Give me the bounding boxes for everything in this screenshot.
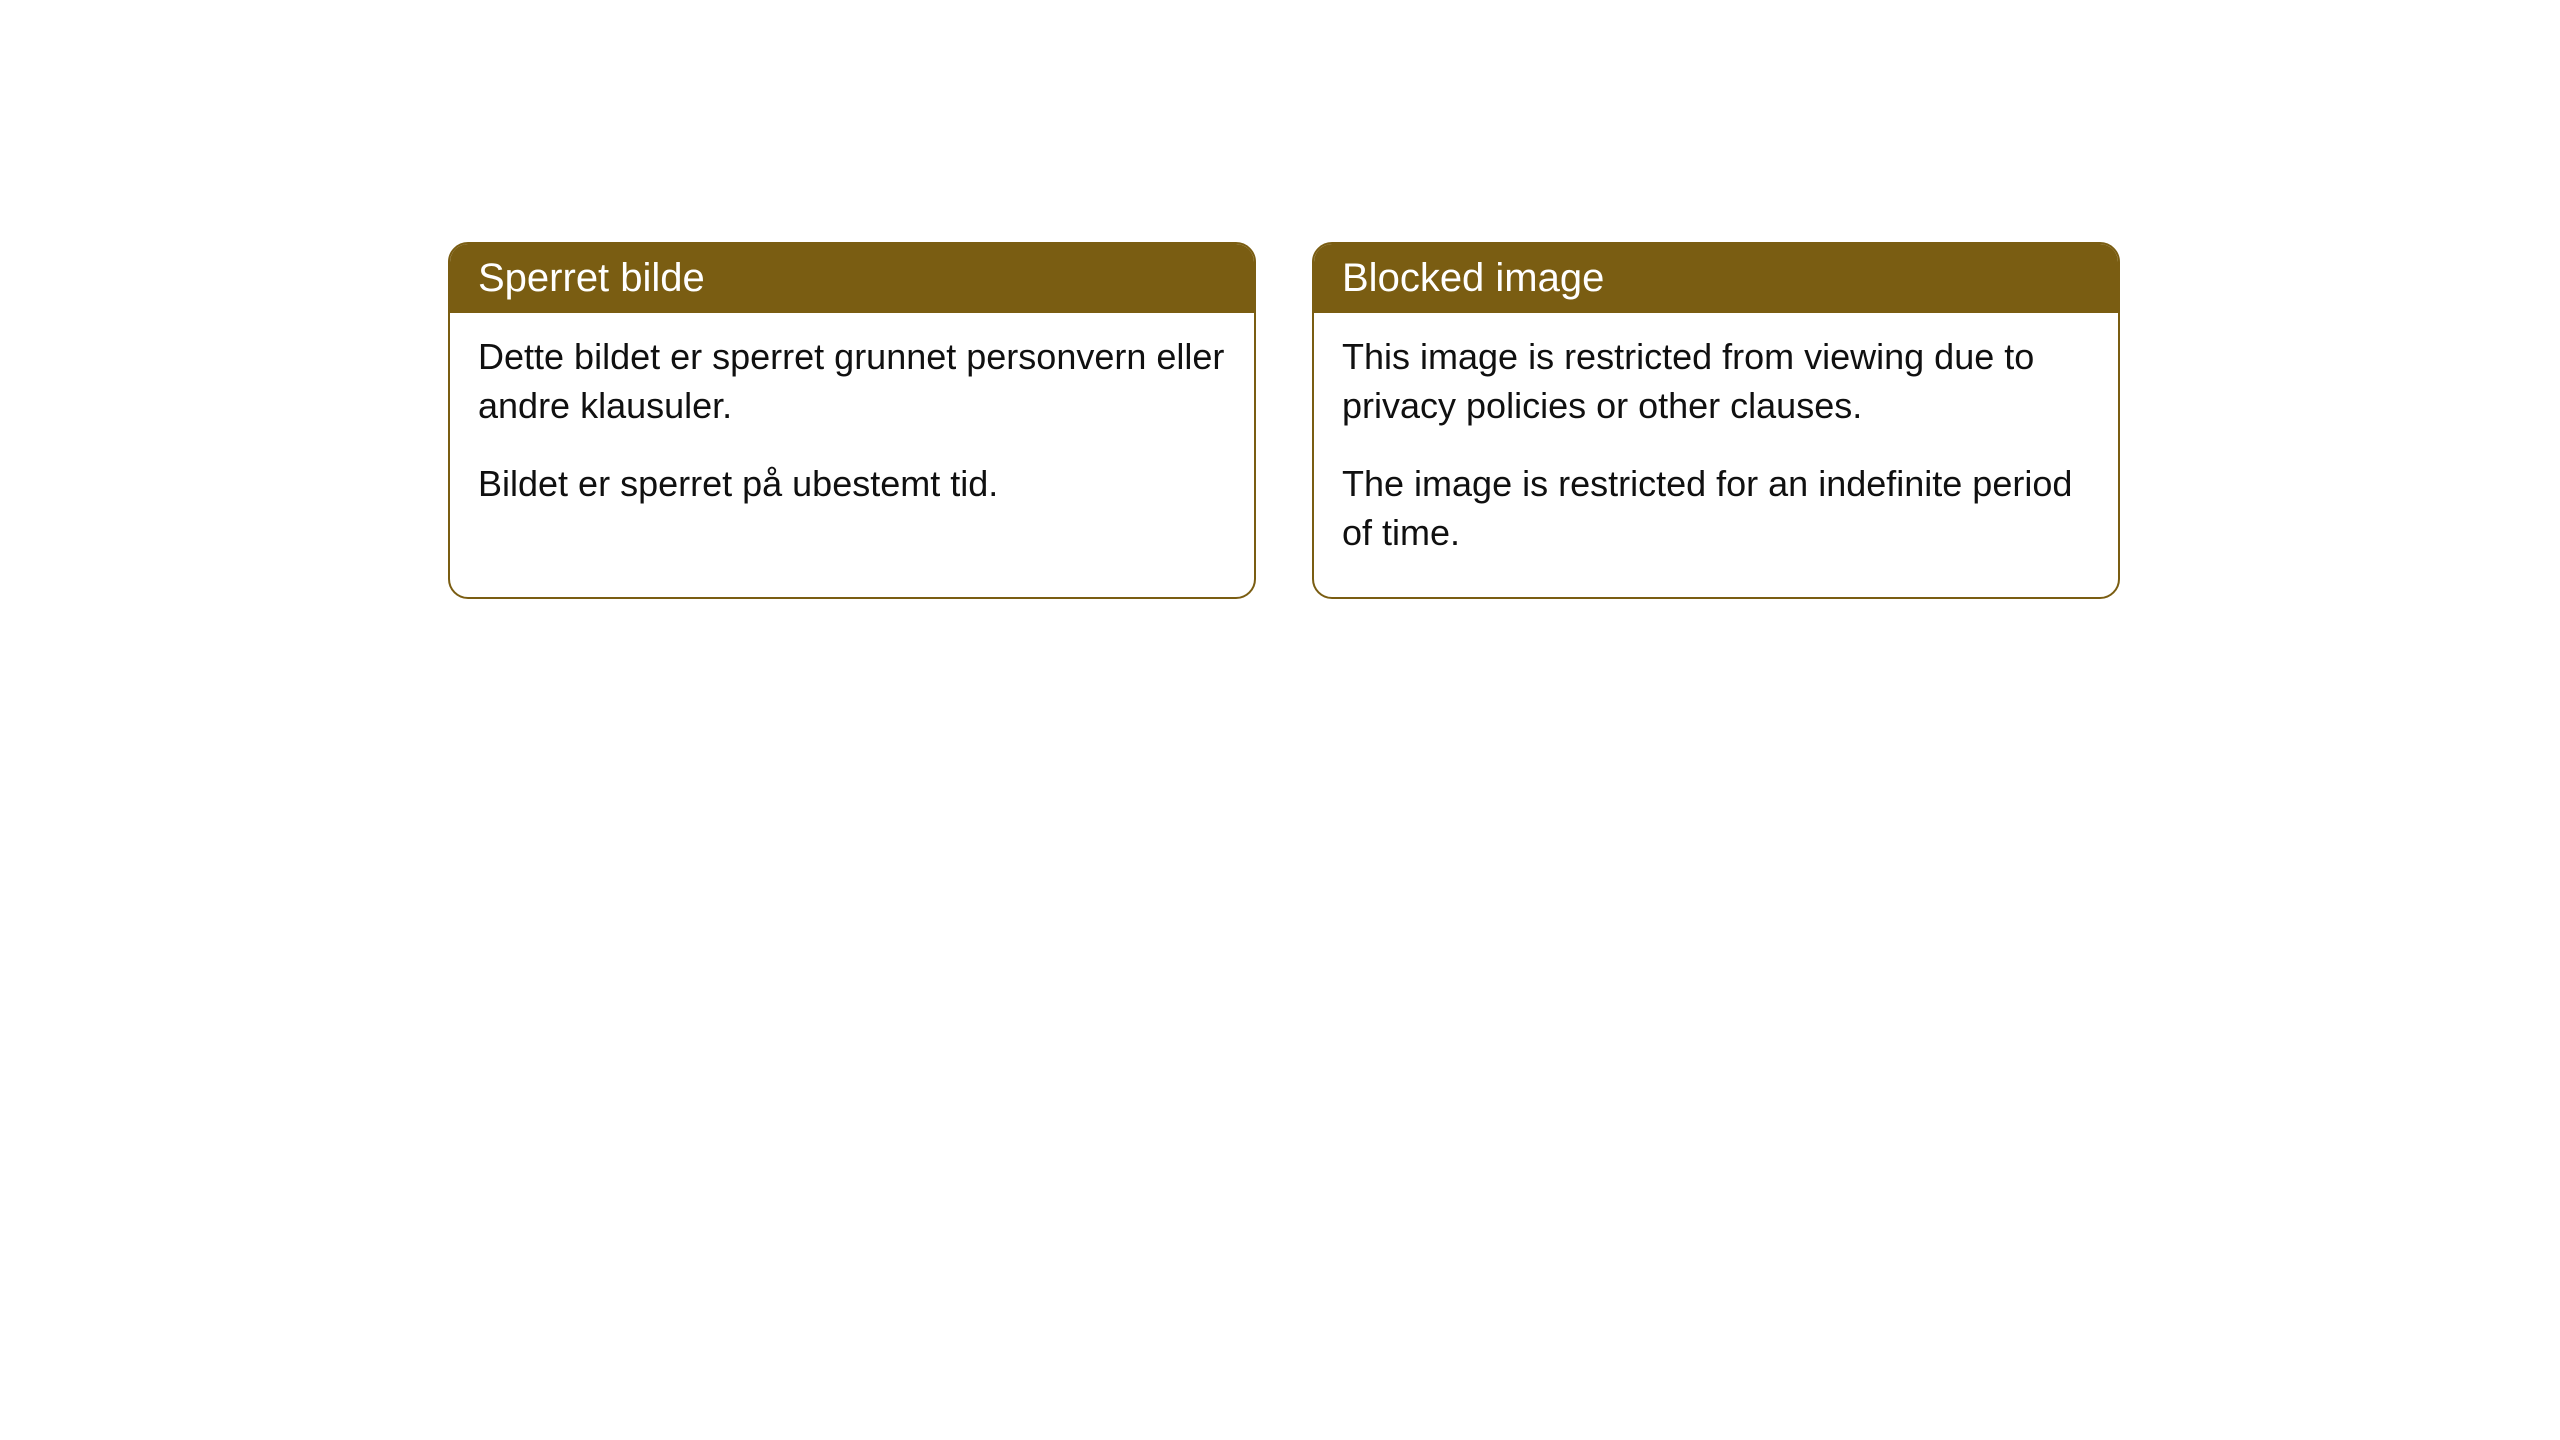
notice-cards-container: Sperret bilde Dette bildet er sperret gr… — [0, 0, 2560, 599]
card-paragraph: The image is restricted for an indefinit… — [1342, 460, 2090, 557]
card-paragraph: Bildet er sperret på ubestemt tid. — [478, 460, 1226, 509]
blocked-image-card-english: Blocked image This image is restricted f… — [1312, 242, 2120, 599]
card-paragraph: This image is restricted from viewing du… — [1342, 333, 2090, 430]
card-body-norwegian: Dette bildet er sperret grunnet personve… — [450, 313, 1254, 549]
card-title: Blocked image — [1342, 256, 1604, 300]
card-title: Sperret bilde — [478, 256, 705, 300]
blocked-image-card-norwegian: Sperret bilde Dette bildet er sperret gr… — [448, 242, 1256, 599]
card-header-norwegian: Sperret bilde — [450, 244, 1254, 313]
card-paragraph: Dette bildet er sperret grunnet personve… — [478, 333, 1226, 430]
card-header-english: Blocked image — [1314, 244, 2118, 313]
card-body-english: This image is restricted from viewing du… — [1314, 313, 2118, 597]
